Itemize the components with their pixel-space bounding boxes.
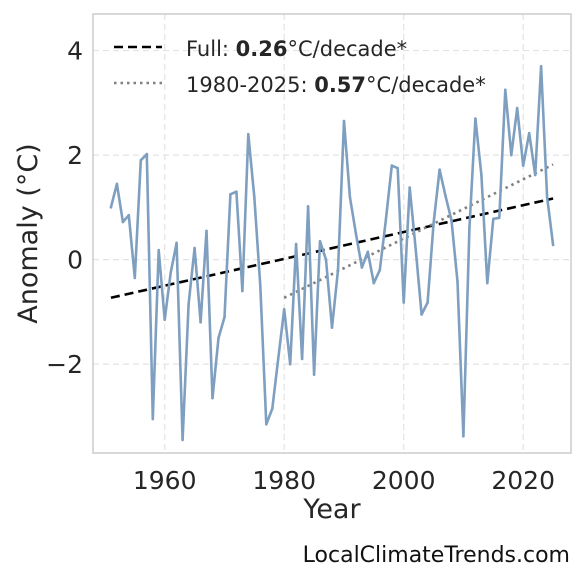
data-point xyxy=(504,88,507,92)
data-point xyxy=(498,216,501,220)
data-point xyxy=(157,248,160,252)
data-point xyxy=(169,271,172,275)
data-point xyxy=(151,417,155,421)
data-point xyxy=(539,65,543,68)
data-point xyxy=(271,407,274,410)
recent-trend-line xyxy=(283,163,554,299)
trend-lines xyxy=(110,163,554,300)
x-tick-label: 1980 xyxy=(252,466,316,495)
data-point xyxy=(456,280,459,283)
data-point xyxy=(306,205,310,208)
y-tick-label: 4 xyxy=(67,37,83,66)
data-point xyxy=(223,315,226,319)
data-point xyxy=(342,119,346,123)
x-axis-label: Year xyxy=(302,494,361,525)
data-point xyxy=(282,308,286,311)
data-point xyxy=(545,195,549,199)
site-watermark: LocalClimateTrends.com xyxy=(302,543,570,568)
x-tick-label: 2000 xyxy=(372,466,436,495)
y-tick-label: 2 xyxy=(67,141,83,170)
data-point xyxy=(384,219,388,222)
data-point xyxy=(235,190,238,193)
data-point xyxy=(438,168,441,171)
data-point xyxy=(330,326,334,329)
data-point xyxy=(318,240,322,243)
data-point xyxy=(109,206,113,209)
data-point xyxy=(199,321,202,324)
data-point xyxy=(378,268,382,272)
grid xyxy=(93,14,571,453)
data-point xyxy=(486,281,489,285)
data-point xyxy=(372,281,376,285)
data-point xyxy=(510,153,513,157)
data-point xyxy=(414,247,418,251)
data-point xyxy=(217,336,220,340)
data-point xyxy=(229,193,232,196)
data-point xyxy=(336,268,340,272)
data-point xyxy=(533,173,537,177)
legend-label-full-trend: Full: 0.26°C/decade* xyxy=(186,37,407,61)
data-point xyxy=(426,301,429,304)
data-point xyxy=(492,217,495,221)
data-point xyxy=(312,373,316,376)
x-tick-label: 1960 xyxy=(133,466,197,495)
data-point xyxy=(444,194,447,198)
data-point xyxy=(127,213,131,217)
data-point xyxy=(175,241,178,245)
data-point xyxy=(402,301,406,304)
data-point xyxy=(474,117,477,120)
data-point xyxy=(354,232,358,235)
data-point xyxy=(366,250,370,254)
data-point xyxy=(480,173,483,177)
data-point xyxy=(462,435,465,438)
data-point xyxy=(241,289,244,293)
plot-frame xyxy=(92,13,572,454)
data-point xyxy=(348,195,352,199)
data-point xyxy=(432,221,435,225)
data-point xyxy=(181,438,184,442)
data-point xyxy=(551,243,555,247)
x-tick-label: 2020 xyxy=(491,466,555,495)
data-point xyxy=(187,302,190,306)
legend: Full: 0.26°C/decade* 1980-2025: 0.57°C/d… xyxy=(114,37,486,97)
y-tick-label: −2 xyxy=(46,350,83,379)
y-tick-labels: 4 2 0 −2 xyxy=(46,37,83,380)
y-tick-label: 0 xyxy=(67,246,83,275)
data-point xyxy=(247,132,250,136)
data-point xyxy=(259,284,262,288)
data-point xyxy=(265,423,268,426)
data-point xyxy=(211,396,214,400)
anomaly-series-line xyxy=(109,65,555,442)
data-point xyxy=(324,258,328,261)
data-point xyxy=(133,276,137,280)
data-point xyxy=(450,219,453,222)
data-point xyxy=(145,152,149,156)
data-point xyxy=(515,106,519,110)
series-layer xyxy=(109,65,555,442)
data-point xyxy=(253,195,256,199)
data-point xyxy=(360,266,364,269)
data-point xyxy=(294,242,298,246)
data-point xyxy=(396,166,400,170)
data-point xyxy=(390,164,394,167)
data-point xyxy=(193,246,196,250)
data-point xyxy=(527,131,531,135)
data-point xyxy=(468,227,471,230)
data-point xyxy=(115,182,119,186)
data-point xyxy=(521,164,525,167)
data-point xyxy=(408,186,412,189)
data-point xyxy=(139,159,143,162)
data-point xyxy=(276,357,280,361)
full-trend-line xyxy=(110,197,554,300)
y-axis-label: Anomaly (°C) xyxy=(13,143,44,323)
data-point xyxy=(121,220,125,224)
data-point xyxy=(420,313,423,316)
data-point xyxy=(163,318,166,322)
data-point xyxy=(288,362,292,366)
legend-label-recent-trend: 1980-2025: 0.57°C/decade* xyxy=(186,73,486,97)
x-tick-labels: 1960 1980 2000 2020 xyxy=(133,466,555,495)
data-point xyxy=(205,229,208,233)
data-point xyxy=(300,357,304,361)
